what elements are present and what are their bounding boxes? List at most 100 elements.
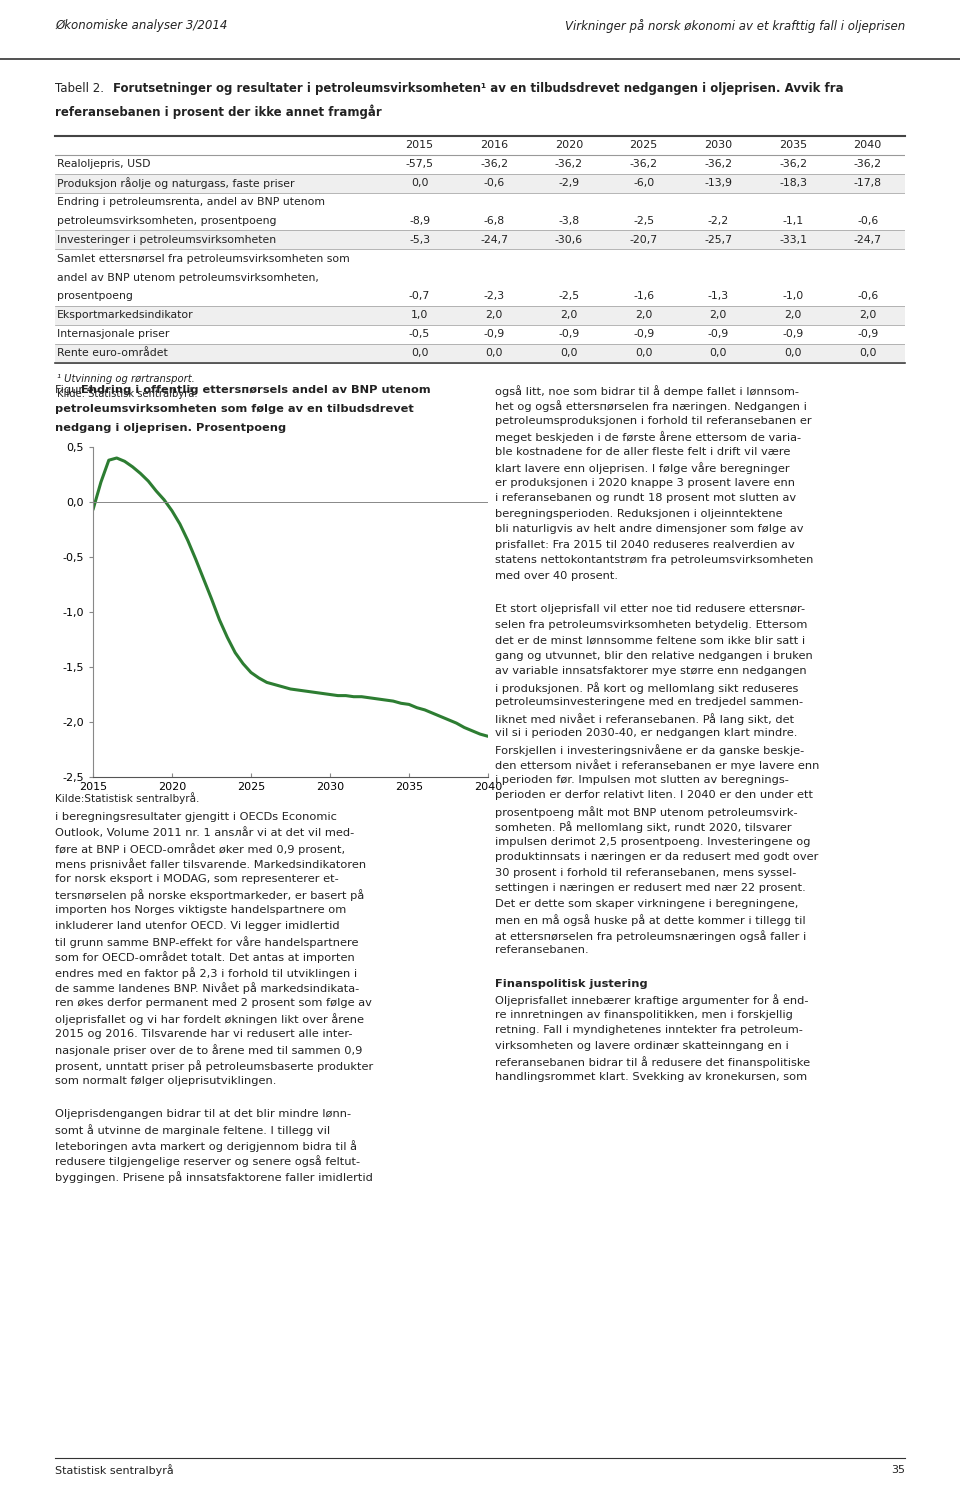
- Text: statens nettokontantstrøm fra petroleumsvirksomheten: statens nettokontantstrøm fra petroleums…: [495, 555, 813, 566]
- Text: -18,3: -18,3: [779, 178, 807, 189]
- Text: i produksjonen. På kort og mellomlang sikt reduseres: i produksjonen. På kort og mellomlang si…: [495, 683, 799, 695]
- Text: 0,0: 0,0: [486, 349, 503, 358]
- Text: -0,5: -0,5: [409, 329, 430, 340]
- Text: prosentpoeng målt mot BNP utenom petroleumsvirk-: prosentpoeng målt mot BNP utenom petrole…: [495, 805, 798, 817]
- Text: -0,9: -0,9: [782, 329, 804, 340]
- Text: Økonomiske analyser 3/2014: Økonomiske analyser 3/2014: [55, 19, 228, 33]
- Text: 2016: 2016: [480, 141, 509, 150]
- Text: -0,9: -0,9: [857, 329, 878, 340]
- Text: 2,0: 2,0: [784, 310, 802, 320]
- Text: 2,0: 2,0: [561, 310, 578, 320]
- Text: vil si i perioden 2030-40, er nedgangen klart mindre.: vil si i perioden 2030-40, er nedgangen …: [495, 729, 798, 738]
- Text: Finanspolitisk justering: Finanspolitisk justering: [495, 979, 648, 990]
- Text: 0,0: 0,0: [411, 349, 428, 358]
- Text: Et stort oljeprisfall vil etter noe tid redusere ettersпør-: Et stort oljeprisfall vil etter noe tid …: [495, 605, 805, 614]
- Text: 2020: 2020: [555, 141, 583, 150]
- Text: -0,9: -0,9: [484, 329, 505, 340]
- Text: 2,0: 2,0: [486, 310, 503, 320]
- Text: -6,0: -6,0: [633, 178, 655, 189]
- Text: Internasjonale priser: Internasjonale priser: [57, 329, 169, 340]
- Text: føre at BNP i OECD-området øker med 0,9 prosent,: føre at BNP i OECD-området øker med 0,9 …: [55, 843, 346, 855]
- Text: nedgang i oljeprisen. Prosentpoeng: nedgang i oljeprisen. Prosentpoeng: [55, 424, 286, 433]
- Text: Rente euro-området: Rente euro-området: [57, 349, 167, 358]
- Text: 0,0: 0,0: [784, 349, 802, 358]
- Text: andel av BNP utenom petroleumsvirksomheten,: andel av BNP utenom petroleumsvirksomhet…: [57, 272, 319, 283]
- Text: -0,9: -0,9: [559, 329, 580, 340]
- Text: bli naturligvis av helt andre dimensjoner som følge av: bli naturligvis av helt andre dimensjone…: [495, 524, 804, 534]
- Text: Forskjellen i investeringsnivåene er da ganske beskje-: Forskjellen i investeringsnivåene er da …: [495, 744, 804, 756]
- Text: meget beskjeden i de første årene ettersom de varia-: meget beskjeden i de første årene etters…: [495, 431, 802, 443]
- Text: 2035: 2035: [779, 141, 807, 150]
- Text: retning. Fall i myndighetenes inntekter fra petroleum-: retning. Fall i myndighetenes inntekter …: [495, 1025, 803, 1036]
- Text: i beregningsresultater gjengitt i OECDs Economic: i beregningsresultater gjengitt i OECDs …: [55, 811, 337, 822]
- Text: beregningsperioden. Reduksjonen i oljeinntektene: beregningsperioden. Reduksjonen i oljein…: [495, 509, 782, 519]
- Text: leteboringen avta markert og derigjennom bidra til å: leteboringen avta markert og derigjennom…: [55, 1141, 357, 1151]
- Text: settingen i næringen er redusert med nær 22 prosent.: settingen i næringen er redusert med nær…: [495, 883, 805, 894]
- Text: redusere tilgjengelige reserver og senere også feltut-: redusere tilgjengelige reserver og sener…: [55, 1156, 360, 1168]
- Text: impulsen derimot 2,5 prosentpoeng. Investeringene og: impulsen derimot 2,5 prosentpoeng. Inves…: [495, 837, 810, 847]
- Text: 0,0: 0,0: [411, 178, 428, 189]
- Text: Oljeprisdengangen bidrar til at det blir mindre lønn-: Oljeprisdengangen bidrar til at det blir…: [55, 1109, 351, 1118]
- Text: het og også ettersпørselen fra næringen. Nedgangen i: het og også ettersпørselen fra næringen.…: [495, 401, 806, 412]
- Text: Samlet ettersпørsel fra petroleumsvirksomheten som: Samlet ettersпørsel fra petroleumsvirkso…: [57, 253, 349, 263]
- Text: -24,7: -24,7: [853, 235, 881, 246]
- Text: oljeprisfallet og vi har fordelt økningen likt over årene: oljeprisfallet og vi har fordelt økninge…: [55, 1013, 364, 1025]
- Text: -57,5: -57,5: [405, 159, 434, 169]
- Text: Virkninger på norsk økonomi av et krafttig fall i oljeprisen: Virkninger på norsk økonomi av et kraftt…: [564, 19, 905, 33]
- Text: -36,2: -36,2: [555, 159, 583, 169]
- Text: 2030: 2030: [705, 141, 732, 150]
- Text: -3,8: -3,8: [559, 216, 580, 226]
- Text: mens prisnivået faller tilsvarende. Markedsindikatoren: mens prisnivået faller tilsvarende. Mark…: [55, 858, 366, 870]
- Bar: [55, 174, 905, 193]
- Text: Eksportmarkedsindikator: Eksportmarkedsindikator: [57, 310, 193, 320]
- Text: -2,2: -2,2: [708, 216, 729, 226]
- Text: 35: 35: [891, 1466, 905, 1476]
- Text: -0,6: -0,6: [857, 216, 878, 226]
- Text: 2015 og 2016. Tilsvarende har vi redusert alle inter-: 2015 og 2016. Tilsvarende har vi reduser…: [55, 1028, 352, 1039]
- Text: Tabell 2.: Tabell 2.: [55, 82, 108, 96]
- Text: 0,0: 0,0: [859, 349, 876, 358]
- Text: det er de minst lønnsomme feltene som ikke blir satt i: det er de minst lønnsomme feltene som ik…: [495, 636, 805, 645]
- Text: importen hos Norges viktigste handelspartnere om: importen hos Norges viktigste handelspar…: [55, 906, 347, 915]
- Text: ble kostnadene for de aller fleste felt i drift vil være: ble kostnadene for de aller fleste felt …: [495, 448, 790, 457]
- Text: liknet med nivået i referansebanen. På lang sikt, det: liknet med nivået i referansebanen. På l…: [495, 713, 794, 725]
- Text: -1,0: -1,0: [782, 292, 804, 301]
- Text: Kilde:Statistisk sentralbyrå.: Kilde:Statistisk sentralbyrå.: [55, 792, 200, 804]
- Text: -0,9: -0,9: [708, 329, 729, 340]
- Text: med over 40 prosent.: med over 40 prosent.: [495, 570, 618, 581]
- Text: -2,5: -2,5: [633, 216, 654, 226]
- Text: -0,7: -0,7: [409, 292, 430, 301]
- Text: prisfallet: Fra 2015 til 2040 reduseres realverdien av: prisfallet: Fra 2015 til 2040 reduseres …: [495, 540, 795, 549]
- Text: -36,2: -36,2: [630, 159, 658, 169]
- Text: referansebanen bidrar til å redusere det finanspolitiske: referansebanen bidrar til å redusere det…: [495, 1057, 810, 1069]
- Text: klart lavere enn oljeprisen. I følge våre beregninger: klart lavere enn oljeprisen. I følge vår…: [495, 463, 790, 475]
- Text: også litt, noe som bidrar til å dempe fallet i lønnsom-: også litt, noe som bidrar til å dempe fa…: [495, 385, 799, 397]
- Text: 0,0: 0,0: [635, 349, 653, 358]
- Text: inkluderer land utenfor OECD. Vi legger imidlertid: inkluderer land utenfor OECD. Vi legger …: [55, 921, 340, 931]
- Text: gang og utvunnet, blir den relative nedgangen i bruken: gang og utvunnet, blir den relative nedg…: [495, 651, 813, 662]
- Text: -1,1: -1,1: [782, 216, 804, 226]
- Text: Investeringer i petroleumsvirksomheten: Investeringer i petroleumsvirksomheten: [57, 235, 276, 246]
- Text: 2,0: 2,0: [859, 310, 876, 320]
- Text: prosent, unntatt priser på petroleumsbaserte produkter: prosent, unntatt priser på petroleumsbas…: [55, 1060, 373, 1072]
- Text: -6,8: -6,8: [484, 216, 505, 226]
- Text: -0,6: -0,6: [484, 178, 505, 189]
- Text: 0,0: 0,0: [561, 349, 578, 358]
- Text: Forutsetninger og resultater i petroleumsvirksomheten¹ av en tilbudsdrevet nedga: Forutsetninger og resultater i petroleum…: [113, 82, 844, 96]
- Text: 2040: 2040: [853, 141, 882, 150]
- Text: Kilde: Statistisk sentralbyrå.: Kilde: Statistisk sentralbyrå.: [57, 388, 198, 400]
- Text: men en må også huske på at dette kommer i tillegg til: men en må også huske på at dette kommer …: [495, 915, 805, 927]
- Text: Endring i offentlig ettersпørsels andel av BNP utenom: Endring i offentlig ettersпørsels andel …: [81, 385, 431, 395]
- Text: den ettersom nivået i referansebanen er mye lavere enn: den ettersom nivået i referansebanen er …: [495, 759, 820, 771]
- Text: Det er dette som skaper virkningene i beregningene,: Det er dette som skaper virkningene i be…: [495, 900, 799, 909]
- Text: produktinnsats i næringen er da redusert med godt over: produktinnsats i næringen er da redusert…: [495, 852, 818, 862]
- Text: -2,5: -2,5: [559, 292, 580, 301]
- Text: 1,0: 1,0: [411, 310, 428, 320]
- Text: 30 prosent i forhold til referansebanen, mens syssel-: 30 prosent i forhold til referansebanen,…: [495, 868, 797, 879]
- Text: -36,2: -36,2: [705, 159, 732, 169]
- Text: petroleumsinvesteringene med en tredjedel sammen-: petroleumsinvesteringene med en tredjede…: [495, 698, 804, 708]
- Text: for norsk eksport i MODAG, som representerer et-: for norsk eksport i MODAG, som represent…: [55, 874, 339, 885]
- Text: i perioden før. Impulsen mot slutten av beregnings-: i perioden før. Impulsen mot slutten av …: [495, 775, 789, 784]
- Text: re innretningen av finanspolitikken, men i forskjellig: re innretningen av finanspolitikken, men…: [495, 1010, 793, 1019]
- Text: til grunn samme BNP-effekt for våre handelspartnere: til grunn samme BNP-effekt for våre hand…: [55, 936, 358, 948]
